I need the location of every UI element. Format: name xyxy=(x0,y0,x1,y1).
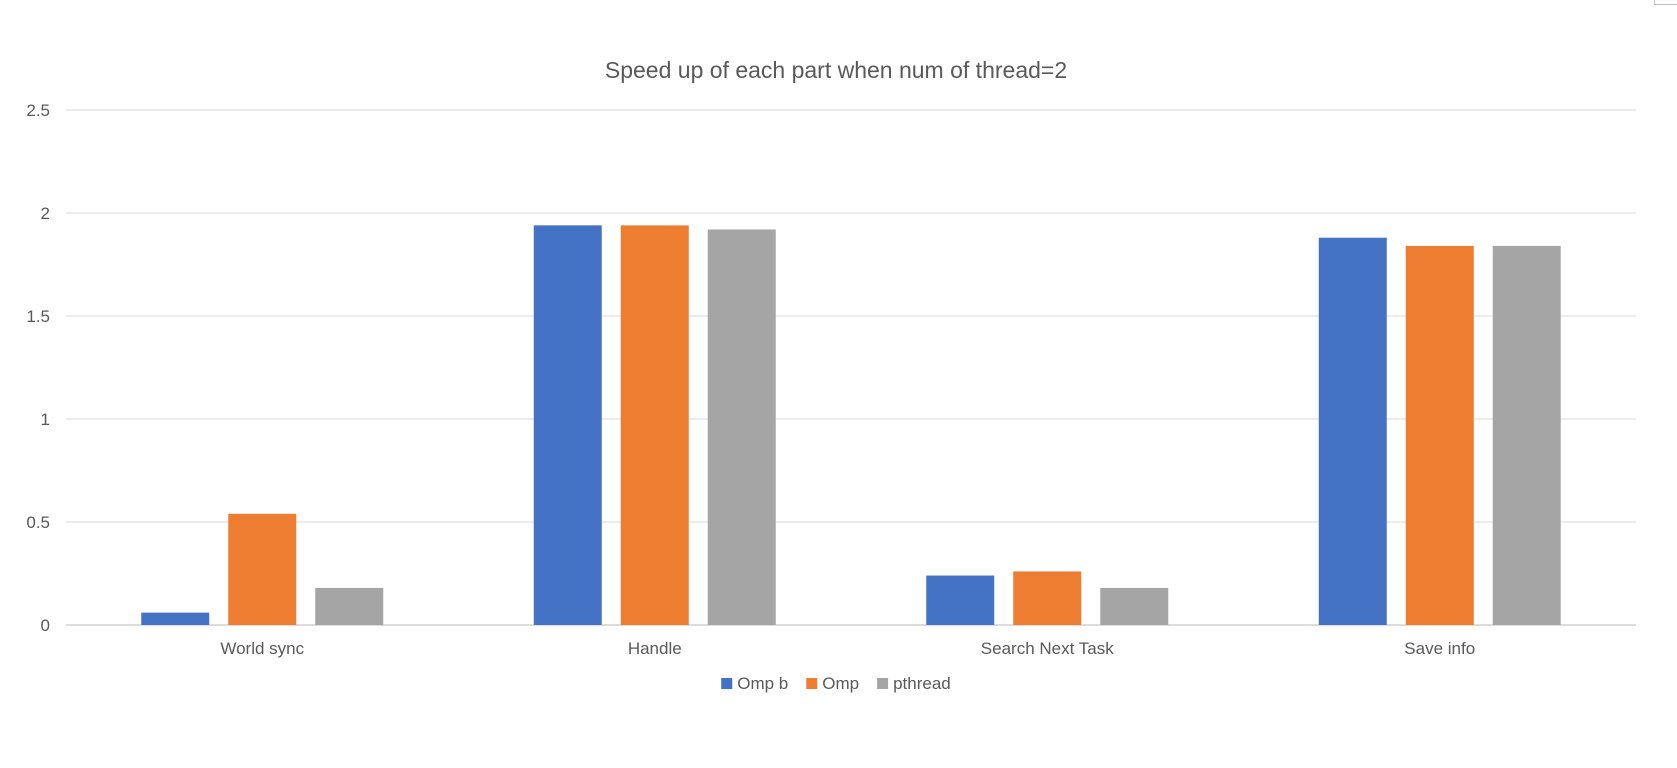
legend-label: Omp b xyxy=(737,674,788,693)
legend-label: Omp xyxy=(822,674,859,693)
bar-pthread xyxy=(1100,587,1169,625)
legend-swatch xyxy=(806,678,818,689)
bars xyxy=(141,225,1561,626)
x-category-label: Save info xyxy=(1404,639,1475,658)
legend-swatch xyxy=(721,678,733,689)
y-tick-label: 2 xyxy=(41,204,50,223)
legend-label: pthread xyxy=(893,674,951,693)
window-corner-mark xyxy=(1654,0,1677,5)
bar-pthread xyxy=(1492,245,1561,625)
bar-omp-b xyxy=(533,225,602,626)
bar-omp xyxy=(1405,245,1474,625)
gridlines xyxy=(66,109,1636,626)
bar-pthread xyxy=(315,587,384,625)
legend: Omp b Omp pthread xyxy=(721,674,951,693)
y-axis-tick-labels: 0 0.5 1 1.5 2 2.5 xyxy=(26,101,50,635)
bar-omp xyxy=(620,225,689,626)
y-tick-label: 1.5 xyxy=(26,307,50,326)
bar-omp-b xyxy=(926,575,995,625)
bar-omp xyxy=(228,513,297,625)
bar-pthread xyxy=(707,229,776,626)
y-tick-label: 0 xyxy=(41,616,50,635)
chart-title: Speed up of each part when num of thread… xyxy=(605,57,1067,83)
bar-omp-b xyxy=(1318,237,1387,625)
legend-swatch xyxy=(877,678,889,689)
x-axis-category-labels: World sync Handle Search Next Task Save inf… xyxy=(220,639,1475,658)
y-tick-label: 2.5 xyxy=(26,101,50,120)
x-category-label: World sync xyxy=(220,639,304,658)
bar-omp-b xyxy=(141,612,210,625)
x-category-label: Search Next Task xyxy=(981,639,1114,658)
bar-omp xyxy=(1013,571,1082,625)
x-category-label: Handle xyxy=(628,639,682,658)
y-tick-label: 0.5 xyxy=(26,513,50,532)
y-tick-label: 1 xyxy=(41,410,50,429)
